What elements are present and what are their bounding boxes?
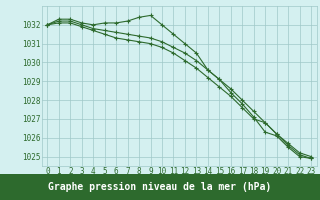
Text: Graphe pression niveau de la mer (hPa): Graphe pression niveau de la mer (hPa) — [48, 182, 272, 192]
